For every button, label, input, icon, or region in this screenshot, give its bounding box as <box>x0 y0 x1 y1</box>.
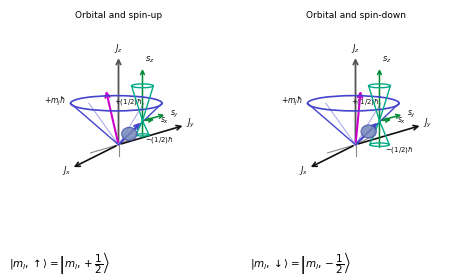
Text: $s_y$: $s_y$ <box>407 109 417 120</box>
Text: $J_z$: $J_z$ <box>114 42 123 55</box>
Ellipse shape <box>361 125 376 138</box>
Text: $s_z$: $s_z$ <box>145 55 154 65</box>
Text: $J_x$: $J_x$ <box>62 164 71 177</box>
Text: $+m_j\hbar$: $+m_j\hbar$ <box>44 95 66 108</box>
Text: $s_z$: $s_z$ <box>382 55 391 65</box>
Text: $s_x$: $s_x$ <box>397 115 406 126</box>
Title: Orbital and spin-up: Orbital and spin-up <box>75 11 162 20</box>
Text: $J_y$: $J_y$ <box>186 117 195 130</box>
Text: $s_x$: $s_x$ <box>160 115 169 126</box>
Text: $|m_l,\uparrow\rangle=\!\left|m_l,+\dfrac{1}{2}\right\rangle$: $|m_l,\uparrow\rangle=\!\left|m_l,+\dfra… <box>9 250 110 276</box>
Text: $J_x$: $J_x$ <box>299 164 308 177</box>
Ellipse shape <box>122 127 137 140</box>
Text: $-(1/2)\hbar$: $-(1/2)\hbar$ <box>145 135 173 145</box>
Text: $|m_l,\downarrow\rangle=\!\left|m_l,-\dfrac{1}{2}\right\rangle$: $|m_l,\downarrow\rangle=\!\left|m_l,-\df… <box>250 250 352 276</box>
Text: $+(1/2)\hbar$: $+(1/2)\hbar$ <box>114 97 143 107</box>
Text: $-(1/2)\hbar$: $-(1/2)\hbar$ <box>385 145 413 155</box>
Title: Orbital and spin-down: Orbital and spin-down <box>306 11 405 20</box>
Text: $J_z$: $J_z$ <box>351 42 360 55</box>
Text: $s_y$: $s_y$ <box>170 109 180 120</box>
Text: $+m_j\hbar$: $+m_j\hbar$ <box>281 95 303 108</box>
Text: $+(1/2)\hbar$: $+(1/2)\hbar$ <box>351 97 380 107</box>
Text: $J_y$: $J_y$ <box>423 117 432 130</box>
